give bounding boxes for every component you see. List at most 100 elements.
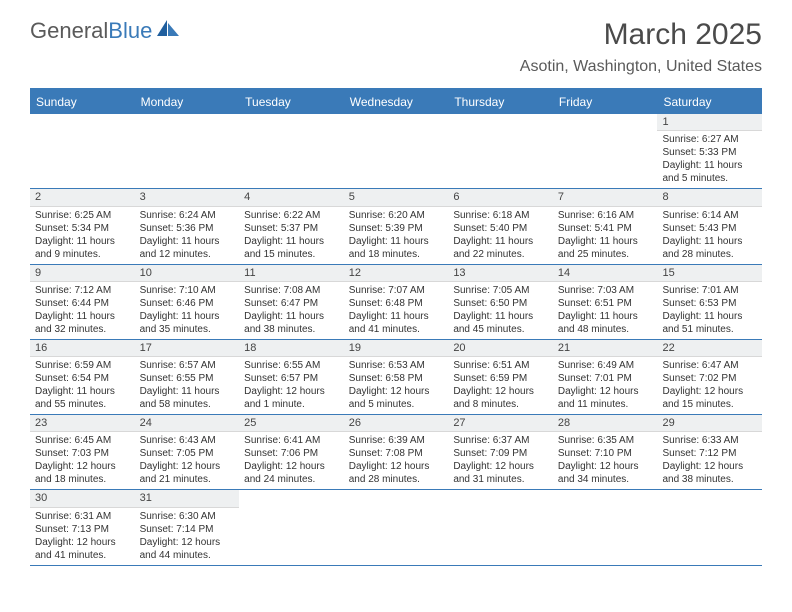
day-body: Sunrise: 6:51 AMSunset: 6:59 PMDaylight:…: [448, 357, 553, 414]
day-number: 29: [657, 415, 762, 432]
day-cell: 4Sunrise: 6:22 AMSunset: 5:37 PMDaylight…: [239, 189, 344, 263]
day-body: Sunrise: 6:47 AMSunset: 7:02 PMDaylight:…: [657, 357, 762, 414]
day-number: 19: [344, 340, 449, 357]
day-number: 27: [448, 415, 553, 432]
day-cell: 13Sunrise: 7:05 AMSunset: 6:50 PMDayligh…: [448, 265, 553, 339]
sunrise-text: Sunrise: 6:49 AM: [558, 359, 653, 372]
sunrise-text: Sunrise: 6:16 AM: [558, 209, 653, 222]
sunset-text: Sunset: 6:46 PM: [140, 297, 235, 310]
day-header-friday: Friday: [553, 90, 658, 114]
sunset-text: Sunset: 5:43 PM: [662, 222, 757, 235]
day-number: 15: [657, 265, 762, 282]
daylight-text: Daylight: 11 hours and 48 minutes.: [558, 310, 653, 336]
day-number: 8: [657, 189, 762, 206]
sunrise-text: Sunrise: 7:12 AM: [35, 284, 130, 297]
day-body: Sunrise: 7:10 AMSunset: 6:46 PMDaylight:…: [135, 282, 240, 339]
day-header-thursday: Thursday: [448, 90, 553, 114]
day-cell: [344, 490, 449, 564]
sunrise-text: Sunrise: 6:20 AM: [349, 209, 444, 222]
daylight-text: Daylight: 11 hours and 45 minutes.: [453, 310, 548, 336]
daylight-text: Daylight: 12 hours and 28 minutes.: [349, 460, 444, 486]
sunrise-text: Sunrise: 7:08 AM: [244, 284, 339, 297]
day-body: Sunrise: 6:31 AMSunset: 7:13 PMDaylight:…: [30, 508, 135, 565]
title-block: March 2025 Asotin, Washington, United St…: [520, 18, 762, 76]
daylight-text: Daylight: 11 hours and 28 minutes.: [662, 235, 757, 261]
sunrise-text: Sunrise: 6:47 AM: [662, 359, 757, 372]
day-cell: 17Sunrise: 6:57 AMSunset: 6:55 PMDayligh…: [135, 340, 240, 414]
day-cell: [448, 490, 553, 564]
day-number: 17: [135, 340, 240, 357]
sunset-text: Sunset: 5:39 PM: [349, 222, 444, 235]
sunrise-text: Sunrise: 6:55 AM: [244, 359, 339, 372]
sunset-text: Sunset: 7:02 PM: [662, 372, 757, 385]
day-cell: 7Sunrise: 6:16 AMSunset: 5:41 PMDaylight…: [553, 189, 658, 263]
day-number: 1: [657, 114, 762, 131]
sunrise-text: Sunrise: 6:22 AM: [244, 209, 339, 222]
daylight-text: Daylight: 11 hours and 12 minutes.: [140, 235, 235, 261]
week-row: 9Sunrise: 7:12 AMSunset: 6:44 PMDaylight…: [30, 265, 762, 340]
daylight-text: Daylight: 11 hours and 18 minutes.: [349, 235, 444, 261]
day-number: 30: [30, 490, 135, 507]
day-cell: 12Sunrise: 7:07 AMSunset: 6:48 PMDayligh…: [344, 265, 449, 339]
daylight-text: Daylight: 11 hours and 25 minutes.: [558, 235, 653, 261]
day-cell: 24Sunrise: 6:43 AMSunset: 7:05 PMDayligh…: [135, 415, 240, 489]
sunset-text: Sunset: 7:12 PM: [662, 447, 757, 460]
sunset-text: Sunset: 7:08 PM: [349, 447, 444, 460]
sunrise-text: Sunrise: 6:43 AM: [140, 434, 235, 447]
sunrise-text: Sunrise: 7:05 AM: [453, 284, 548, 297]
day-cell: 28Sunrise: 6:35 AMSunset: 7:10 PMDayligh…: [553, 415, 658, 489]
day-number: 22: [657, 340, 762, 357]
day-cell: 26Sunrise: 6:39 AMSunset: 7:08 PMDayligh…: [344, 415, 449, 489]
day-body: Sunrise: 7:03 AMSunset: 6:51 PMDaylight:…: [553, 282, 658, 339]
week-row: 23Sunrise: 6:45 AMSunset: 7:03 PMDayligh…: [30, 415, 762, 490]
day-cell: 1Sunrise: 6:27 AMSunset: 5:33 PMDaylight…: [657, 114, 762, 188]
day-body: Sunrise: 6:43 AMSunset: 7:05 PMDaylight:…: [135, 432, 240, 489]
day-cell: 29Sunrise: 6:33 AMSunset: 7:12 PMDayligh…: [657, 415, 762, 489]
day-cell: [30, 114, 135, 188]
day-number: 7: [553, 189, 658, 206]
sunrise-text: Sunrise: 7:10 AM: [140, 284, 235, 297]
sail-icon: [155, 18, 181, 44]
day-body: Sunrise: 6:55 AMSunset: 6:57 PMDaylight:…: [239, 357, 344, 414]
day-cell: [448, 114, 553, 188]
sunset-text: Sunset: 7:10 PM: [558, 447, 653, 460]
day-number: 24: [135, 415, 240, 432]
sunrise-text: Sunrise: 6:45 AM: [35, 434, 130, 447]
day-number: 5: [344, 189, 449, 206]
day-number: 25: [239, 415, 344, 432]
day-cell: 22Sunrise: 6:47 AMSunset: 7:02 PMDayligh…: [657, 340, 762, 414]
day-cell: 18Sunrise: 6:55 AMSunset: 6:57 PMDayligh…: [239, 340, 344, 414]
daylight-text: Daylight: 11 hours and 22 minutes.: [453, 235, 548, 261]
day-number: 16: [30, 340, 135, 357]
day-body: Sunrise: 6:14 AMSunset: 5:43 PMDaylight:…: [657, 207, 762, 264]
sunset-text: Sunset: 6:58 PM: [349, 372, 444, 385]
day-body: Sunrise: 6:39 AMSunset: 7:08 PMDaylight:…: [344, 432, 449, 489]
month-title: March 2025: [520, 18, 762, 52]
sunrise-text: Sunrise: 6:37 AM: [453, 434, 548, 447]
day-number: 4: [239, 189, 344, 206]
sunset-text: Sunset: 7:03 PM: [35, 447, 130, 460]
sunset-text: Sunset: 5:34 PM: [35, 222, 130, 235]
day-cell: 2Sunrise: 6:25 AMSunset: 5:34 PMDaylight…: [30, 189, 135, 263]
day-body: Sunrise: 6:33 AMSunset: 7:12 PMDaylight:…: [657, 432, 762, 489]
daylight-text: Daylight: 12 hours and 15 minutes.: [662, 385, 757, 411]
day-cell: [239, 490, 344, 564]
sunset-text: Sunset: 6:48 PM: [349, 297, 444, 310]
day-cell: [239, 114, 344, 188]
sunrise-text: Sunrise: 6:18 AM: [453, 209, 548, 222]
location: Asotin, Washington, United States: [520, 58, 762, 76]
day-cell: 8Sunrise: 6:14 AMSunset: 5:43 PMDaylight…: [657, 189, 762, 263]
day-body: Sunrise: 7:07 AMSunset: 6:48 PMDaylight:…: [344, 282, 449, 339]
day-header-saturday: Saturday: [657, 90, 762, 114]
day-number: 6: [448, 189, 553, 206]
day-body: Sunrise: 6:20 AMSunset: 5:39 PMDaylight:…: [344, 207, 449, 264]
day-cell: [657, 490, 762, 564]
day-cell: 20Sunrise: 6:51 AMSunset: 6:59 PMDayligh…: [448, 340, 553, 414]
daylight-text: Daylight: 12 hours and 44 minutes.: [140, 536, 235, 562]
day-cell: 11Sunrise: 7:08 AMSunset: 6:47 PMDayligh…: [239, 265, 344, 339]
daylight-text: Daylight: 12 hours and 31 minutes.: [453, 460, 548, 486]
day-body: Sunrise: 6:25 AMSunset: 5:34 PMDaylight:…: [30, 207, 135, 264]
sunset-text: Sunset: 5:36 PM: [140, 222, 235, 235]
day-number: 9: [30, 265, 135, 282]
weeks-container: 1Sunrise: 6:27 AMSunset: 5:33 PMDaylight…: [30, 114, 762, 566]
